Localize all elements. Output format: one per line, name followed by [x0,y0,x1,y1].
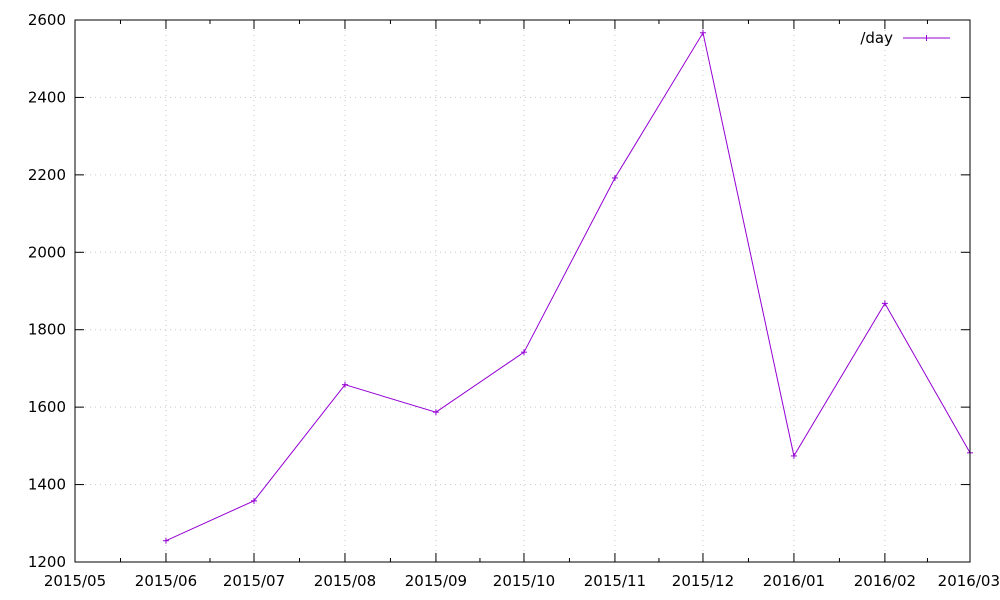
x-tick-label: 2015/05 [44,572,106,590]
x-tick-label: 2015/12 [672,572,734,590]
y-tick-label: 1200 [28,553,66,571]
x-tick-label: 2015/06 [135,572,197,590]
y-tick-label: 2000 [28,243,66,261]
y-tick-label: 1800 [28,321,66,339]
data-point [162,537,169,544]
plot-frame [74,19,971,563]
x-tick-label: 2015/10 [493,572,555,590]
y-tick-label: 2600 [28,11,66,29]
x-tick-label: 2016/03 [938,572,1000,590]
data-point [341,381,348,388]
legend-label: /day [860,29,893,47]
x-tick-label: 2015/09 [405,572,467,590]
series-line [165,31,971,542]
x-tick-label: 2015/07 [223,572,285,590]
data-point [881,300,888,307]
data-point [699,29,706,36]
legend: /day [860,29,950,47]
data-point [520,349,527,356]
data-point [432,409,439,416]
y-tick-label: 2200 [28,166,66,184]
series-layer [162,29,973,544]
y-tick-label: 2400 [28,88,66,106]
data-point [611,174,618,181]
x-tick-label: 2016/02 [854,572,916,590]
x-tick-label: 2015/11 [584,572,646,590]
y-tick-label: 1400 [28,476,66,494]
grid [75,20,970,562]
x-tick-label: 2015/08 [314,572,376,590]
legend-marker [923,35,930,41]
y-tick-label: 1600 [28,398,66,416]
tick-labels: 1200 1400 1600 1800 2000 2200 2400 2600 2015/05 2… [28,11,1000,590]
data-point [251,497,257,504]
axis-ticks [74,19,971,563]
data-point [790,452,797,459]
x-tick-label: 2016/01 [763,572,825,590]
